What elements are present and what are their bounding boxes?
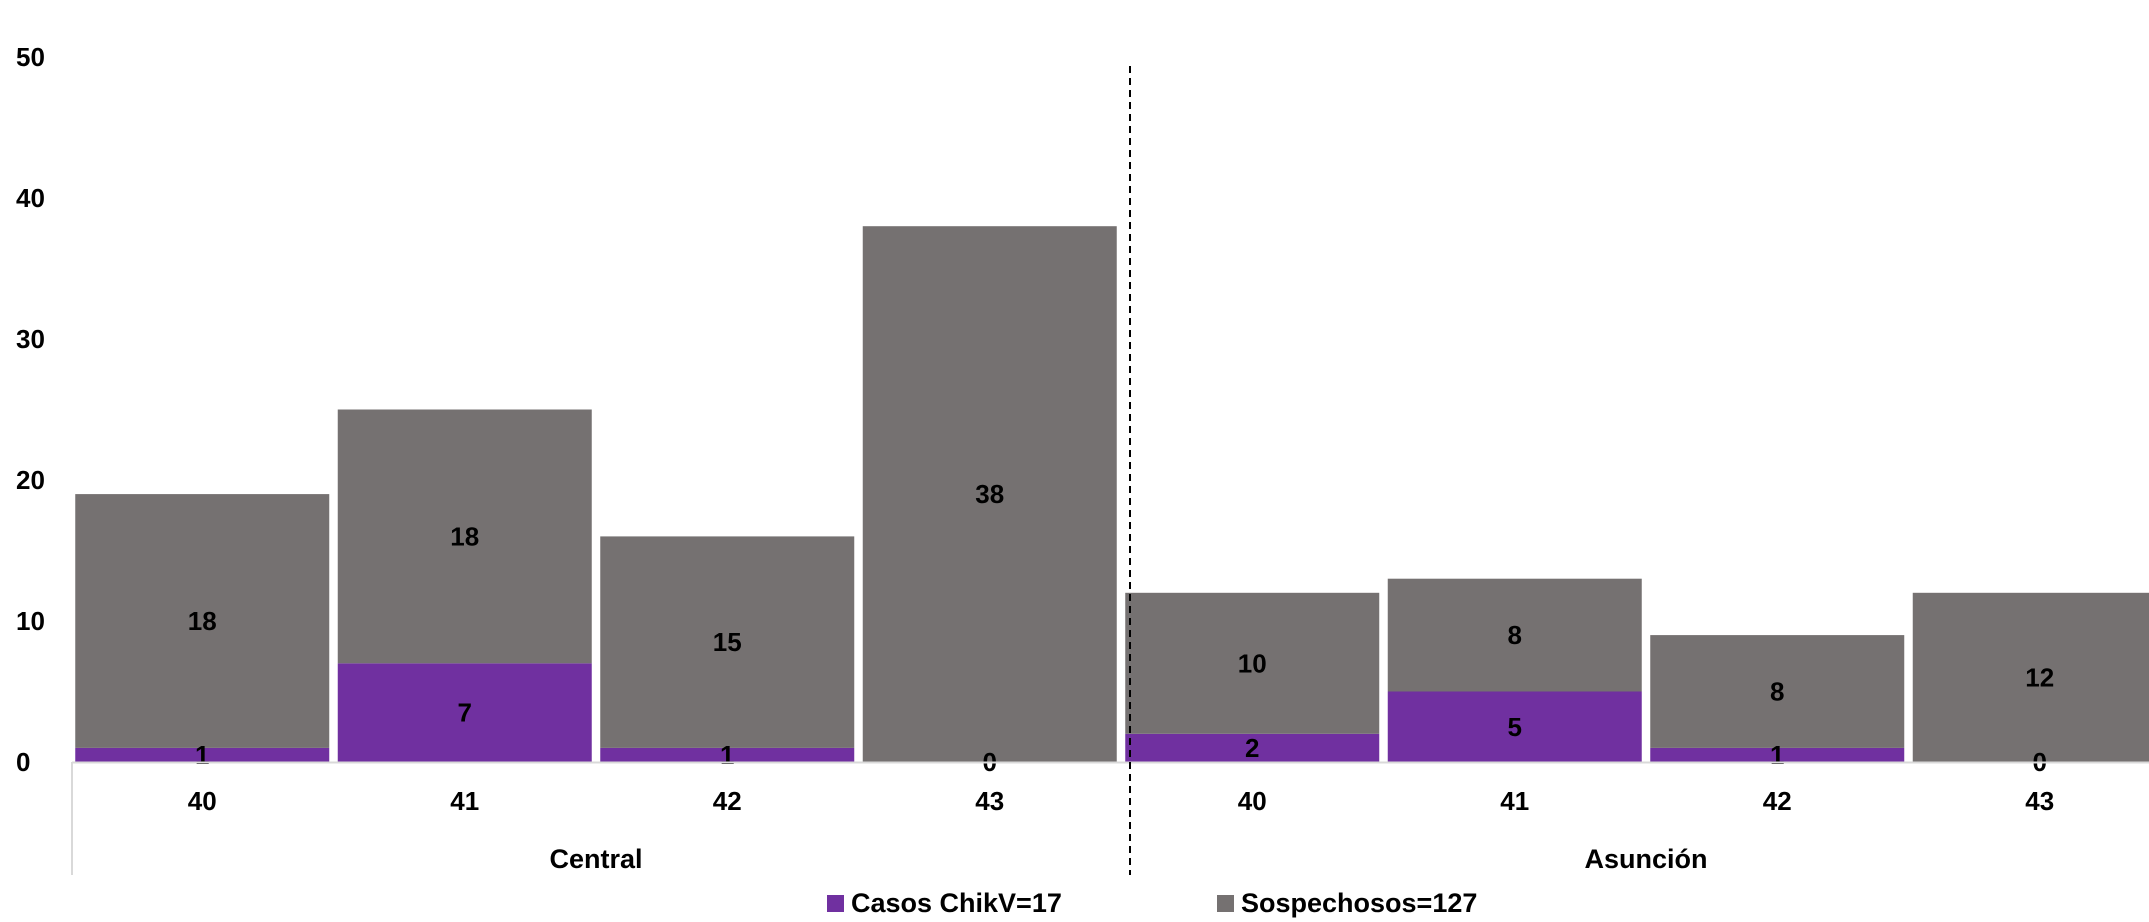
y-tick-label: 40 bbox=[16, 183, 45, 213]
group-label: Central bbox=[549, 844, 642, 874]
data-label-sospechosos: 18 bbox=[450, 521, 479, 551]
bar-segment-sospechosos bbox=[1912, 592, 2149, 762]
x-tick-label: 41 bbox=[450, 786, 479, 816]
x-tick-label: 42 bbox=[713, 786, 742, 816]
x-tick-label: 41 bbox=[1500, 786, 1529, 816]
data-label-casos: 1 bbox=[1770, 740, 1784, 770]
data-label-sospechosos: 12 bbox=[2025, 662, 2054, 692]
legend-swatch bbox=[827, 895, 844, 912]
y-tick-label: 10 bbox=[16, 606, 45, 636]
data-label-sospechosos: 8 bbox=[1508, 620, 1522, 650]
x-tick-label: 40 bbox=[1238, 786, 1267, 816]
data-label-casos: 1 bbox=[720, 740, 734, 770]
y-tick-label: 30 bbox=[16, 324, 45, 354]
bar-segment-sospechosos bbox=[1387, 578, 1642, 692]
legend-label: Casos ChikV=17 bbox=[851, 888, 1062, 918]
data-label-sospechosos: 15 bbox=[713, 627, 742, 657]
bar-segment-sospechosos bbox=[75, 494, 330, 748]
data-label-sospechosos: 8 bbox=[1770, 677, 1784, 707]
x-tick-label: 43 bbox=[2025, 786, 2054, 816]
x-tick-label: 43 bbox=[975, 786, 1004, 816]
bar-segment-sospechosos bbox=[862, 226, 1117, 762]
data-label-casos: 2 bbox=[1245, 733, 1259, 763]
data-label-casos: 5 bbox=[1508, 712, 1522, 742]
legend: Casos ChikV=17 Sospechosos=127 bbox=[827, 888, 1477, 918]
group-label: Asunción bbox=[1584, 844, 1707, 874]
y-tick-label: 50 bbox=[16, 42, 45, 72]
y-axis: 0 10 20 30 40 50 bbox=[16, 42, 45, 777]
y-tick-label: 0 bbox=[16, 747, 30, 777]
x-axis: 40 41 42 43 40 41 42 43 Central Asunción bbox=[71, 66, 2149, 875]
data-label-casos: 7 bbox=[458, 698, 472, 728]
x-tick-label: 40 bbox=[188, 786, 217, 816]
x-tick-label: 42 bbox=[1763, 786, 1792, 816]
data-label-sospechosos: 18 bbox=[188, 606, 217, 636]
bar-segment-casos bbox=[1387, 691, 1642, 762]
data-label-sospechosos: 38 bbox=[975, 479, 1004, 509]
bar-segment-sospechosos bbox=[600, 536, 855, 748]
legend-label: Sospechosos=127 bbox=[1241, 888, 1477, 918]
y-tick-label: 20 bbox=[16, 465, 45, 495]
bar-segment-casos bbox=[1650, 747, 1905, 762]
bar-segment-sospechosos bbox=[337, 409, 592, 664]
bar-segment-casos bbox=[75, 747, 330, 762]
data-label-sospechosos: 10 bbox=[1238, 648, 1267, 678]
bar-segment-casos bbox=[337, 663, 592, 762]
legend-swatch bbox=[1217, 895, 1234, 912]
bar-segment-casos bbox=[1125, 733, 1380, 762]
bar-segment-sospechosos bbox=[1125, 592, 1380, 734]
data-label-casos: 1 bbox=[195, 740, 209, 770]
bar-segment-casos bbox=[600, 747, 855, 762]
bar-segment-sospechosos bbox=[1650, 635, 1905, 748]
